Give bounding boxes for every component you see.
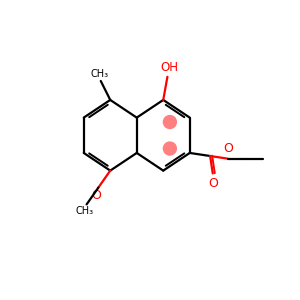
Text: O: O (92, 189, 102, 202)
Text: CH₃: CH₃ (75, 206, 93, 216)
Text: O: O (223, 142, 233, 155)
Text: CH₃: CH₃ (90, 69, 108, 79)
Circle shape (164, 142, 176, 155)
Circle shape (164, 116, 176, 128)
Text: O: O (208, 177, 218, 190)
Text: OH: OH (160, 61, 178, 74)
